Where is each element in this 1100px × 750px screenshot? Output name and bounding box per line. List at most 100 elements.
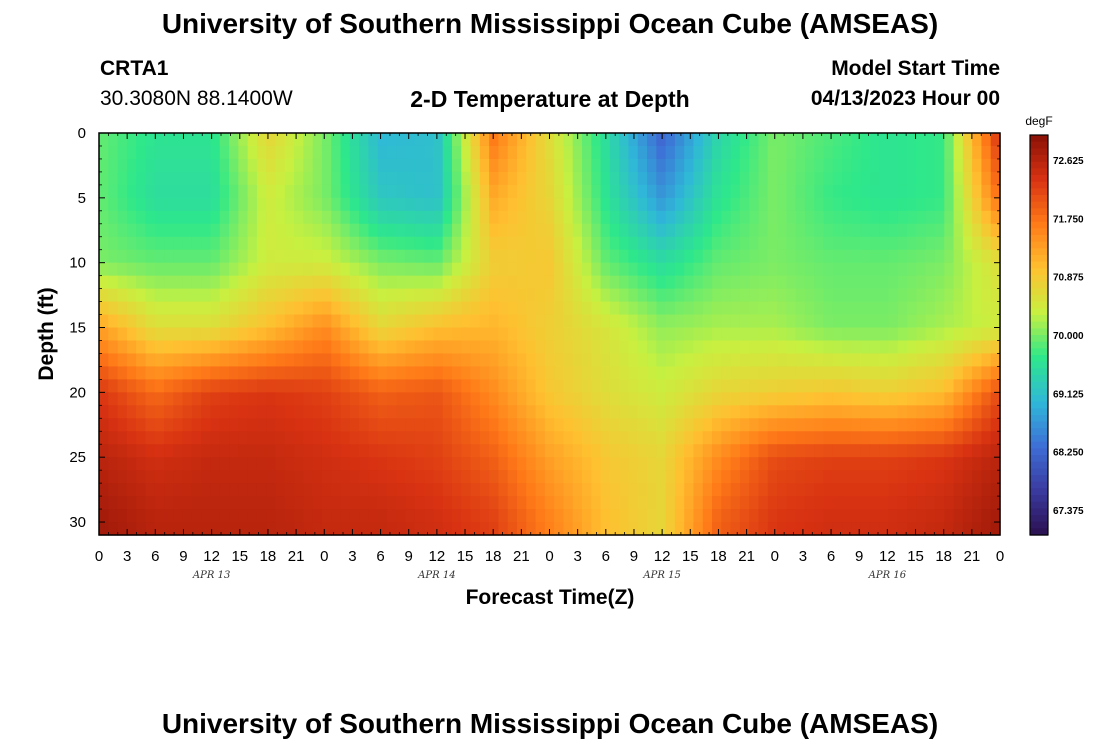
heatmap-cell bbox=[962, 379, 973, 393]
heatmap-cell bbox=[925, 444, 936, 458]
x-tick-label: 15 bbox=[457, 548, 474, 565]
heatmap-cell bbox=[535, 522, 546, 536]
heatmap-cell bbox=[702, 314, 713, 329]
heatmap-cell bbox=[321, 392, 332, 406]
heatmap-cell bbox=[154, 275, 165, 290]
heatmap-cell bbox=[972, 171, 983, 186]
heatmap-cell bbox=[451, 522, 462, 536]
x-tick-label: 15 bbox=[231, 548, 248, 565]
heatmap-cell bbox=[554, 288, 565, 303]
heatmap-cell bbox=[489, 379, 500, 393]
heatmap-cell bbox=[191, 301, 202, 316]
heatmap-cell bbox=[600, 379, 611, 393]
heatmap-cell bbox=[619, 431, 630, 445]
heatmap-cell bbox=[275, 275, 286, 290]
heatmap-cell bbox=[925, 327, 936, 342]
heatmap-cell bbox=[563, 509, 574, 523]
heatmap-cell bbox=[777, 197, 787, 212]
heatmap-cell bbox=[182, 210, 193, 225]
heatmap-cell bbox=[349, 483, 360, 497]
heatmap-cell bbox=[628, 301, 639, 316]
colorbar-segment bbox=[1030, 228, 1048, 236]
heatmap-cell bbox=[665, 288, 676, 303]
heatmap-cell bbox=[173, 340, 184, 355]
heatmap-cell bbox=[665, 314, 676, 329]
heatmap-cell bbox=[359, 184, 369, 199]
heatmap-cell bbox=[702, 522, 713, 536]
heatmap-cell bbox=[359, 431, 369, 445]
heatmap-cell bbox=[377, 444, 388, 458]
heatmap-cell bbox=[340, 431, 351, 445]
heatmap-cell bbox=[507, 262, 518, 277]
heatmap-cell bbox=[888, 327, 899, 342]
heatmap-cell bbox=[600, 444, 611, 458]
heatmap-cell bbox=[832, 145, 843, 160]
heatmap-cell bbox=[191, 418, 202, 432]
heatmap-cell bbox=[294, 210, 304, 225]
heatmap-cell bbox=[600, 522, 611, 536]
heatmap-cell bbox=[386, 470, 397, 484]
heatmap-cell bbox=[563, 470, 574, 484]
heatmap-cell bbox=[962, 522, 973, 536]
heatmap-cell bbox=[191, 431, 202, 445]
heatmap-cell bbox=[349, 158, 360, 173]
heatmap-cell bbox=[860, 405, 871, 419]
heatmap-cell bbox=[331, 171, 342, 186]
heatmap-cell bbox=[321, 418, 332, 432]
heatmap-cell bbox=[879, 470, 890, 484]
heatmap-cell bbox=[526, 496, 537, 510]
heatmap-cell bbox=[554, 483, 565, 497]
heatmap-cell bbox=[368, 262, 379, 277]
heatmap-cell bbox=[767, 405, 778, 419]
heatmap-cell bbox=[340, 314, 351, 329]
heatmap-cell bbox=[702, 444, 713, 458]
heatmap-cell bbox=[219, 249, 230, 264]
heatmap-cell bbox=[925, 496, 936, 510]
heatmap-cell bbox=[526, 470, 537, 484]
heatmap-cell bbox=[749, 522, 760, 536]
heatmap-cell bbox=[368, 210, 379, 225]
heatmap-cell bbox=[897, 223, 908, 238]
heatmap-cell bbox=[712, 470, 722, 484]
heatmap-cell bbox=[321, 522, 332, 536]
heatmap-cell bbox=[359, 171, 369, 186]
heatmap-cell bbox=[851, 340, 862, 355]
heatmap-cell bbox=[702, 223, 713, 238]
heatmap-cell bbox=[145, 171, 156, 186]
heatmap-cell bbox=[284, 133, 295, 147]
heatmap-cell bbox=[637, 262, 648, 277]
heatmap-cell bbox=[907, 184, 917, 199]
heatmap-cell bbox=[396, 145, 407, 160]
heatmap-cell bbox=[229, 197, 239, 212]
heatmap-cell bbox=[340, 327, 351, 342]
heatmap-cell bbox=[851, 197, 862, 212]
heatmap-cell bbox=[730, 262, 741, 277]
heatmap-cell bbox=[544, 197, 555, 212]
heatmap-cell bbox=[879, 133, 890, 147]
heatmap-cell bbox=[916, 210, 927, 225]
heatmap-cell bbox=[619, 366, 630, 380]
heatmap-cell bbox=[219, 509, 230, 523]
heatmap-cell bbox=[433, 171, 444, 186]
heatmap-cell bbox=[851, 379, 862, 393]
heatmap-cell bbox=[210, 496, 221, 510]
heatmap-cell bbox=[628, 275, 639, 290]
heatmap-cell bbox=[786, 327, 797, 342]
heatmap-cell bbox=[619, 210, 630, 225]
heatmap-cell bbox=[535, 301, 546, 316]
heatmap-cell bbox=[312, 418, 323, 432]
heatmap-cell bbox=[266, 249, 277, 264]
heatmap-cell bbox=[572, 379, 583, 393]
heatmap-cell bbox=[312, 366, 323, 380]
heatmap-cell bbox=[591, 210, 602, 225]
heatmap-cell bbox=[674, 496, 685, 510]
heatmap-cell bbox=[572, 470, 583, 484]
heatmap-cell bbox=[340, 184, 351, 199]
heatmap-cell bbox=[749, 327, 760, 342]
heatmap-cell bbox=[804, 210, 815, 225]
heatmap-cell bbox=[201, 145, 212, 160]
heatmap-cell bbox=[266, 470, 277, 484]
heatmap-cell bbox=[238, 405, 249, 419]
heatmap-cell bbox=[451, 496, 462, 510]
heatmap-cell bbox=[331, 314, 342, 329]
